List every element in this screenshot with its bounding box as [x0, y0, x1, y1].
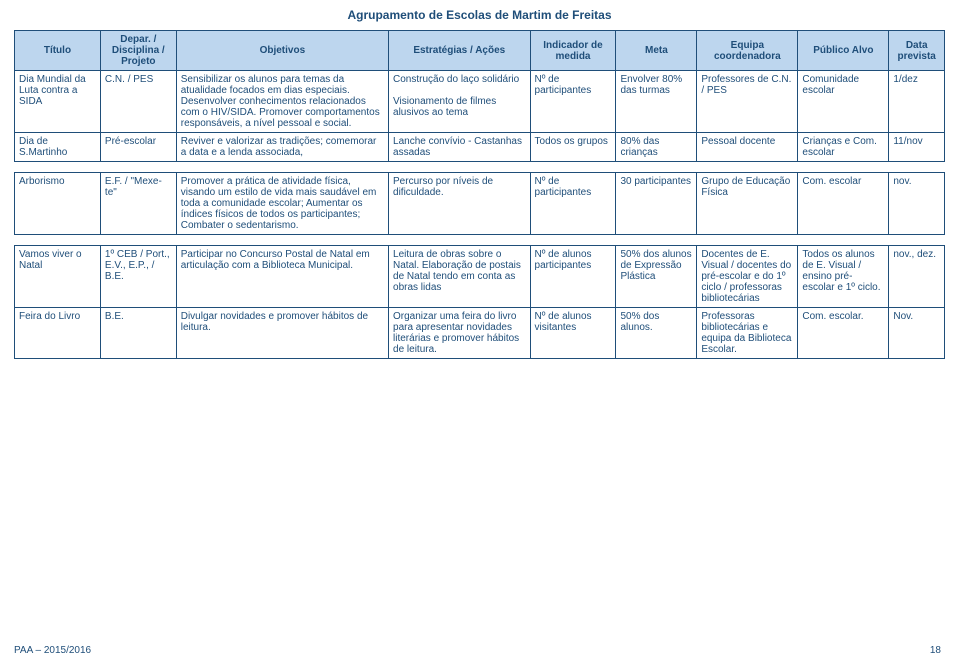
cell-titulo: Vamos viver o Natal	[15, 246, 101, 308]
cell-meta: 50% dos alunos.	[616, 308, 697, 359]
table-row: Dia Mundial da Luta contra a SIDA C.N. /…	[15, 71, 945, 133]
col-header-disciplina: Depar. / Disciplina / Projeto	[100, 31, 176, 71]
cell-titulo: Dia Mundial da Luta contra a SIDA	[15, 71, 101, 133]
cell-indicador: Todos os grupos	[530, 133, 616, 162]
cell-publico: Com. escolar	[798, 173, 889, 235]
cell-disciplina: E.F. / "Mexe-te"	[100, 173, 176, 235]
cell-data: nov., dez.	[889, 246, 945, 308]
cell-meta: 80% das crianças	[616, 133, 697, 162]
col-header-estrategias: Estratégias / Ações	[389, 31, 531, 71]
col-header-publico: Público Alvo	[798, 31, 889, 71]
cell-meta: 30 participantes	[616, 173, 697, 235]
activities-table-1: Título Depar. / Disciplina / Projeto Obj…	[14, 30, 945, 162]
cell-data: 11/nov	[889, 133, 945, 162]
cell-publico: Com. escolar.	[798, 308, 889, 359]
table-row: Arborismo E.F. / "Mexe-te" Promover a pr…	[15, 173, 945, 235]
cell-publico: Todos os alunos de E. Visual / ensino pr…	[798, 246, 889, 308]
cell-equipa: Pessoal docente	[697, 133, 798, 162]
cell-objetivos: Promover a prática de atividade física, …	[176, 173, 388, 235]
cell-disciplina: B.E.	[100, 308, 176, 359]
cell-objetivos: Reviver e valorizar as tradições; comemo…	[176, 133, 388, 162]
cell-equipa: Professores de C.N. / PES	[697, 71, 798, 133]
col-header-meta: Meta	[616, 31, 697, 71]
col-header-equipa: Equipa coordenadora	[697, 31, 798, 71]
cell-estrategias: Lanche convívio - Castanhas assadas	[389, 133, 531, 162]
cell-estrategias: Percurso por níveis de dificuldade.	[389, 173, 531, 235]
cell-publico: Crianças e Com. escolar	[798, 133, 889, 162]
footer-left: PAA – 2015/2016	[14, 645, 91, 656]
cell-objetivos: Divulgar novidades e promover hábitos de…	[176, 308, 388, 359]
cell-disciplina: 1º CEB / Port., E.V., E.P., / B.E.	[100, 246, 176, 308]
cell-meta: 50% dos alunos de Expressão Plástica	[616, 246, 697, 308]
cell-titulo: Arborismo	[15, 173, 101, 235]
cell-disciplina: Pré-escolar	[100, 133, 176, 162]
cell-titulo: Feira do Livro	[15, 308, 101, 359]
table-row: Vamos viver o Natal 1º CEB / Port., E.V.…	[15, 246, 945, 308]
cell-estrategias: Construção do laço solidário Visionament…	[389, 71, 531, 133]
table-row: Feira do Livro B.E. Divulgar novidades e…	[15, 308, 945, 359]
cell-estrategias: Organizar uma feira do livro para aprese…	[389, 308, 531, 359]
cell-disciplina: C.N. / PES	[100, 71, 176, 133]
cell-indicador: Nº de alunos participantes	[530, 246, 616, 308]
col-header-objetivos: Objetivos	[176, 31, 388, 71]
table-row: Dia de S.Martinho Pré-escolar Reviver e …	[15, 133, 945, 162]
col-header-data: Data prevista	[889, 31, 945, 71]
cell-indicador: Nº de participantes	[530, 173, 616, 235]
page-number: 18	[930, 645, 941, 656]
cell-indicador: Nº de alunos visitantes	[530, 308, 616, 359]
cell-meta: Envolver 80% das turmas	[616, 71, 697, 133]
table-header-row: Título Depar. / Disciplina / Projeto Obj…	[15, 31, 945, 71]
cell-equipa: Grupo de Educação Física	[697, 173, 798, 235]
document-header: Agrupamento de Escolas de Martim de Frei…	[14, 8, 945, 22]
col-header-indicador: Indicador de medida	[530, 31, 616, 71]
cell-equipa: Professoras bibliotecárias e equipa da B…	[697, 308, 798, 359]
col-header-titulo: Título	[15, 31, 101, 71]
cell-titulo: Dia de S.Martinho	[15, 133, 101, 162]
cell-indicador: Nº de participantes	[530, 71, 616, 133]
cell-data: Nov.	[889, 308, 945, 359]
activities-table-2: Arborismo E.F. / "Mexe-te" Promover a pr…	[14, 172, 945, 235]
cell-objetivos: Participar no Concurso Postal de Natal e…	[176, 246, 388, 308]
cell-data: nov.	[889, 173, 945, 235]
cell-estrategias: Leitura de obras sobre o Natal. Elaboraç…	[389, 246, 531, 308]
cell-data: 1/dez	[889, 71, 945, 133]
cell-equipa: Docentes de E. Visual / docentes do pré-…	[697, 246, 798, 308]
cell-publico: Comunidade escolar	[798, 71, 889, 133]
cell-objetivos: Sensibilizar os alunos para temas da atu…	[176, 71, 388, 133]
activities-table-3: Vamos viver o Natal 1º CEB / Port., E.V.…	[14, 245, 945, 359]
